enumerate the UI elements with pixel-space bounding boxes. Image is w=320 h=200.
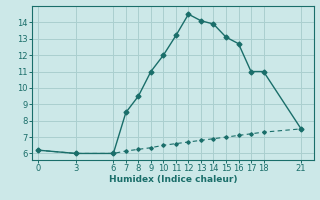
X-axis label: Humidex (Indice chaleur): Humidex (Indice chaleur) [108, 175, 237, 184]
